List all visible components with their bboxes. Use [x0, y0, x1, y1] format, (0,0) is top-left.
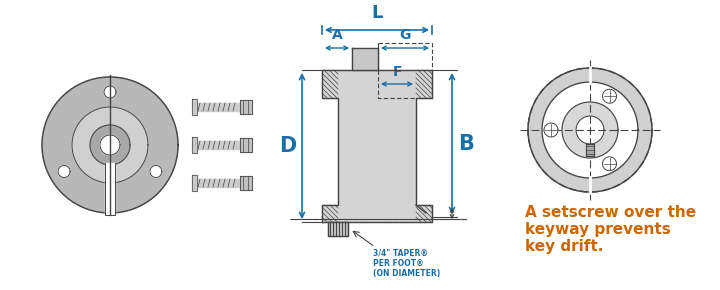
Polygon shape: [100, 135, 120, 155]
Text: PER FOOT®: PER FOOT®: [373, 259, 423, 268]
Text: F: F: [392, 65, 402, 79]
Polygon shape: [328, 222, 348, 236]
Polygon shape: [104, 86, 116, 98]
Polygon shape: [240, 138, 252, 152]
Polygon shape: [192, 99, 197, 115]
Polygon shape: [240, 100, 252, 114]
Text: B: B: [458, 133, 474, 153]
Text: (ON DIAMETER): (ON DIAMETER): [373, 269, 440, 278]
Polygon shape: [586, 144, 594, 156]
Polygon shape: [197, 141, 240, 149]
Polygon shape: [150, 166, 162, 177]
Polygon shape: [197, 179, 240, 187]
Polygon shape: [352, 48, 378, 70]
Polygon shape: [544, 123, 558, 137]
Text: keyway prevents: keyway prevents: [525, 222, 671, 237]
Polygon shape: [197, 103, 240, 111]
Polygon shape: [322, 70, 432, 222]
Polygon shape: [603, 89, 616, 103]
Polygon shape: [105, 163, 115, 215]
Text: A: A: [332, 28, 343, 42]
Polygon shape: [192, 137, 197, 153]
Text: D: D: [279, 136, 296, 156]
Polygon shape: [42, 77, 178, 213]
Text: key drift.: key drift.: [525, 239, 603, 254]
Text: A setscrew over the: A setscrew over the: [525, 205, 696, 220]
Text: G: G: [400, 28, 410, 42]
Polygon shape: [542, 82, 638, 178]
Polygon shape: [72, 107, 148, 183]
Text: L: L: [372, 4, 383, 22]
Polygon shape: [192, 175, 197, 191]
Polygon shape: [528, 68, 652, 192]
Polygon shape: [287, 20, 467, 260]
Text: 3/4" TAPER®: 3/4" TAPER®: [373, 249, 428, 258]
Polygon shape: [240, 176, 252, 190]
Polygon shape: [58, 166, 70, 177]
Polygon shape: [603, 157, 616, 171]
Polygon shape: [90, 125, 130, 165]
Polygon shape: [562, 102, 618, 158]
Polygon shape: [576, 116, 604, 144]
